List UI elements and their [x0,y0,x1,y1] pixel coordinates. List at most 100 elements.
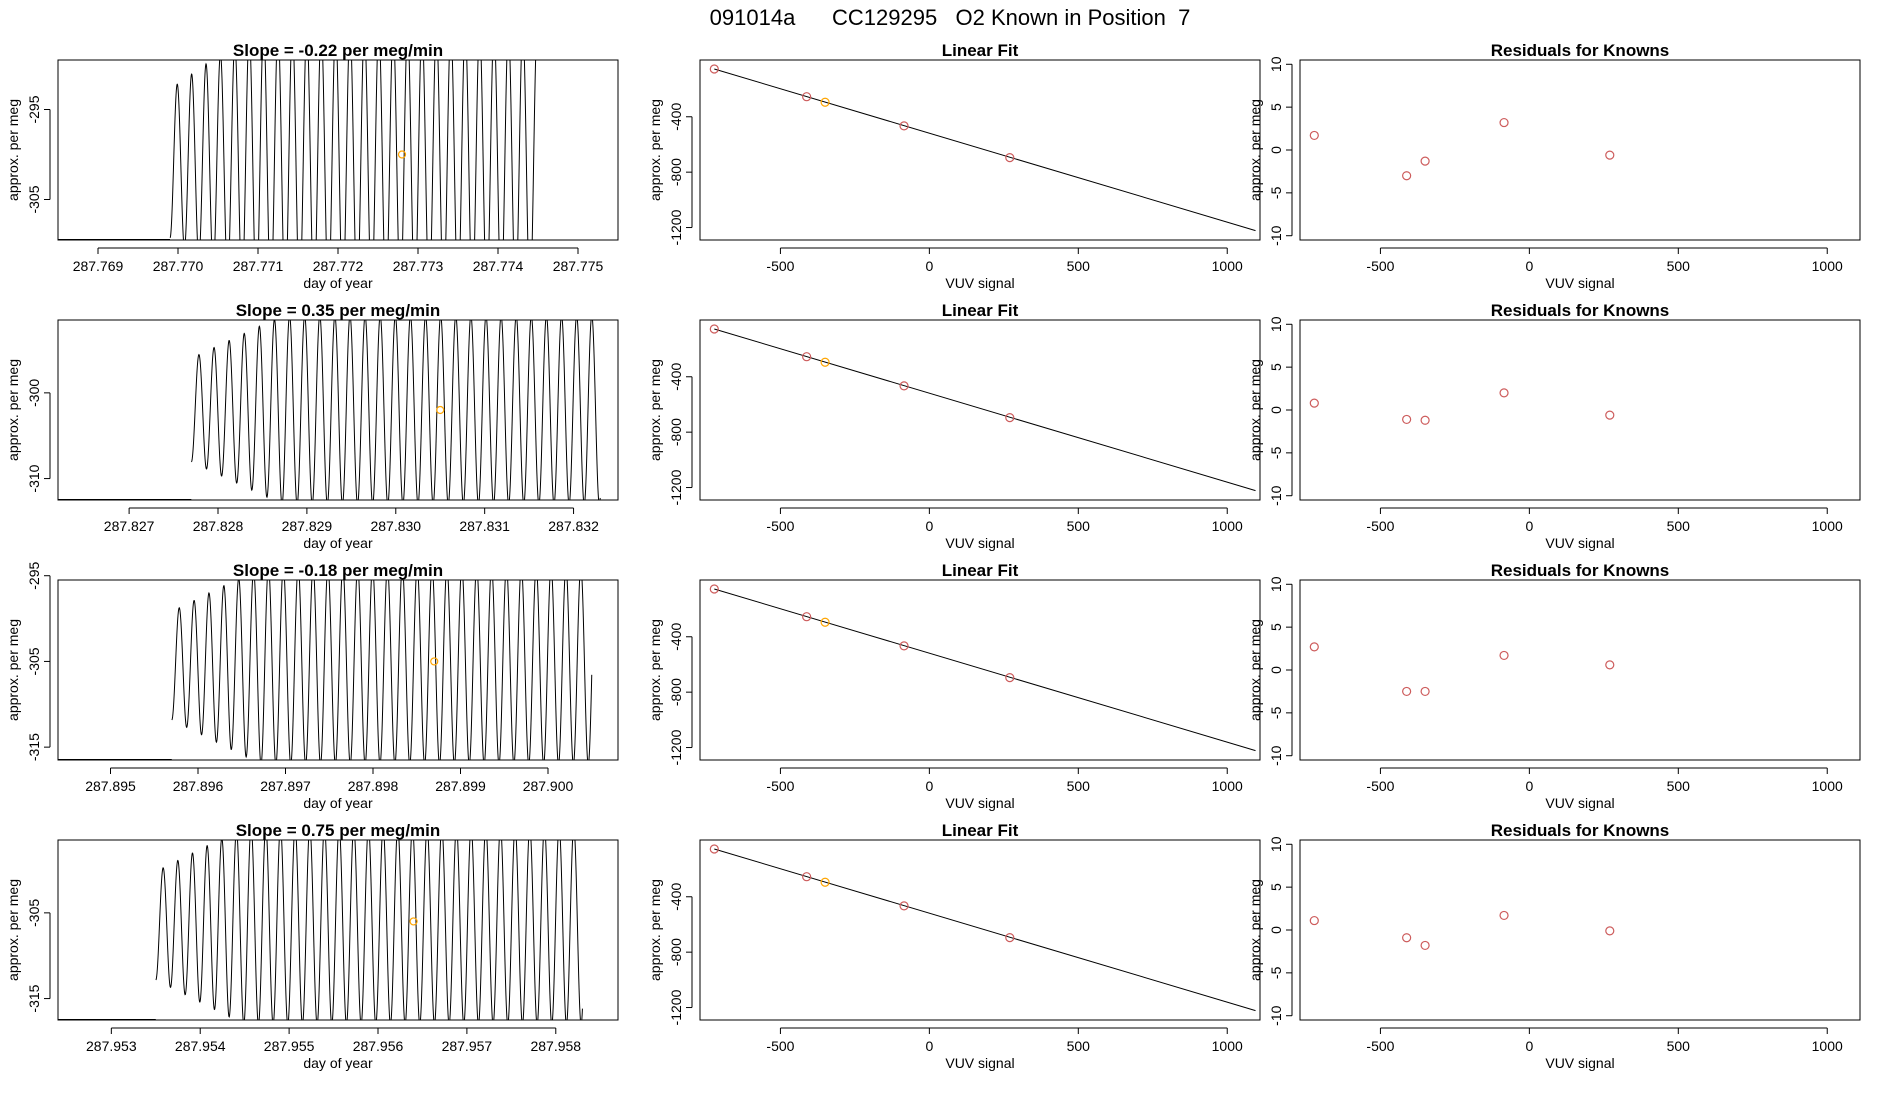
panel-trace-row-1: Slope = -0.22 per meg/min 287.769 287.770 2… [5,41,619,291]
x-tick-label: 0 [1525,518,1533,534]
plot-frame [57,319,619,501]
y-tick-label: -1200 [668,729,684,765]
y-tick-label: 5 [1268,363,1284,371]
x-tick-label: 1000 [1212,518,1243,534]
plot-frame [1299,59,1861,241]
y-axis: -295 -305 approx. per meg [5,95,51,214]
x-tick-label: 0 [925,258,933,274]
panel-title: Residuals for Knowns [1491,41,1670,60]
y-tick-label: -10 [1268,1005,1284,1025]
fit-point [709,324,719,334]
panel-title: Residuals for Knowns [1491,821,1670,840]
y-tick-label: -800 [668,938,684,966]
highlight-point [409,917,418,926]
y-tick-label: -295 [26,95,42,123]
x-tick-label: 1000 [1212,778,1243,794]
x-tick-label: 0 [1525,778,1533,794]
x-tick-label: 0 [925,1038,933,1054]
x-axis: -500 0 500 1000 VUV signal [766,247,1243,291]
panel-title: Linear Fit [942,561,1019,580]
fit-point [1005,673,1015,683]
panel-title: Slope = 0.35 per meg/min [236,301,441,320]
x-axis: -500 0 500 1000 VUV signal [766,507,1243,551]
y-tick-label: -1200 [668,209,684,245]
fit-point [802,872,812,882]
y-tick-label: -1200 [668,469,684,505]
y-axis-label: approx. per meg [1247,359,1263,461]
x-tick-label: 287.771 [233,258,284,274]
residual-point [1402,686,1412,697]
panel-title: Slope = -0.22 per meg/min [233,41,443,60]
y-tick-label: -305 [26,899,42,927]
y-axis: 10 5 0 -5 -10 approx. per meg [1247,56,1293,246]
x-tick-label: -500 [766,518,794,534]
x-axis: -500 0 500 1000 VUV signal [766,1027,1243,1071]
x-tick-label: 287.897 [260,778,311,794]
y-tick-label: 10 [1268,576,1284,592]
plot-content [709,324,1256,492]
x-tick-label: -500 [1366,1038,1394,1054]
highlight-point [436,405,445,415]
panel-title: Slope = -0.18 per meg/min [233,561,443,580]
y-axis-label: approx. per meg [647,619,663,721]
x-axis-label: day of year [303,795,373,811]
y-tick-label: -295 [26,561,42,589]
x-axis: 287.827 287.828 287.829 287.830 287.831 287.8… [104,507,599,551]
fit-point [802,92,812,102]
plot-content [709,844,1256,1012]
residual-point [1420,686,1430,697]
y-tick-label: -10 [1268,485,1284,505]
y-tick-label: -315 [26,733,42,761]
y-tick-label: -400 [668,363,684,391]
figure-title: 091014a CC129295 O2 Known in Position 7 [710,5,1191,30]
panel-title: Linear Fit [942,821,1019,840]
residual-point [1420,940,1430,951]
x-tick-label: 500 [1667,1038,1691,1054]
plot-content [709,584,1256,752]
y-axis-label: approx. per meg [1247,879,1263,981]
x-axis-label: VUV signal [1545,535,1614,551]
panel-fit-row-1: Linear Fit -500 0 500 1000 VUV signal -400 -800… [647,41,1261,291]
y-tick-label: -5 [1268,706,1284,719]
y-tick-label: -10 [1268,745,1284,765]
x-tick-label: 1000 [1212,258,1243,274]
plot-frame [57,579,619,761]
plot-frame [699,59,1261,241]
x-axis-label: VUV signal [1545,795,1614,811]
residual-point [1605,660,1615,670]
panel-title: Residuals for Knowns [1491,561,1670,580]
highlight-point [397,150,407,159]
y-axis: -300 -310 approx. per meg [5,359,51,493]
x-axis: -500 0 500 1000 VUV signal [1366,1027,1843,1071]
x-tick-label: 287.773 [393,258,444,274]
fit-point [899,381,909,391]
plot-frame [699,579,1261,761]
y-tick-label: -800 [668,158,684,186]
fit-point [899,641,909,651]
y-tick-label: 10 [1268,836,1284,852]
x-axis-label: VUV signal [945,535,1014,551]
plot-frame [1299,579,1861,761]
plot-content [1309,642,1615,697]
x-tick-label: -500 [766,1038,794,1054]
y-tick-label: 0 [1268,666,1284,674]
residual-point [1605,926,1615,936]
x-axis-label: day of year [303,535,373,551]
x-tick-label: 287.832 [548,518,599,534]
plot-frame [57,839,619,1021]
y-axis-label: approx. per meg [5,99,21,201]
panel-trace-row-2: Slope = 0.35 per meg/min 287.827 287.828 28… [5,301,619,551]
x-axis: -500 0 500 1000 VUV signal [1366,767,1843,811]
y-tick-label: -1200 [668,989,684,1025]
residual-point [1499,910,1509,921]
plot-frame [57,59,619,241]
fit-point [709,584,719,594]
residual-point [1605,150,1615,160]
x-tick-label: 287.769 [73,258,124,274]
x-tick-label: 287.828 [193,518,244,534]
x-tick-label: 287.774 [473,258,524,274]
panel-residuals-row-4: Residuals for Knowns -500 0 500 1000 VUV sign… [1247,821,1861,1071]
x-tick-label: 287.770 [153,258,204,274]
x-axis-label: day of year [303,275,373,291]
